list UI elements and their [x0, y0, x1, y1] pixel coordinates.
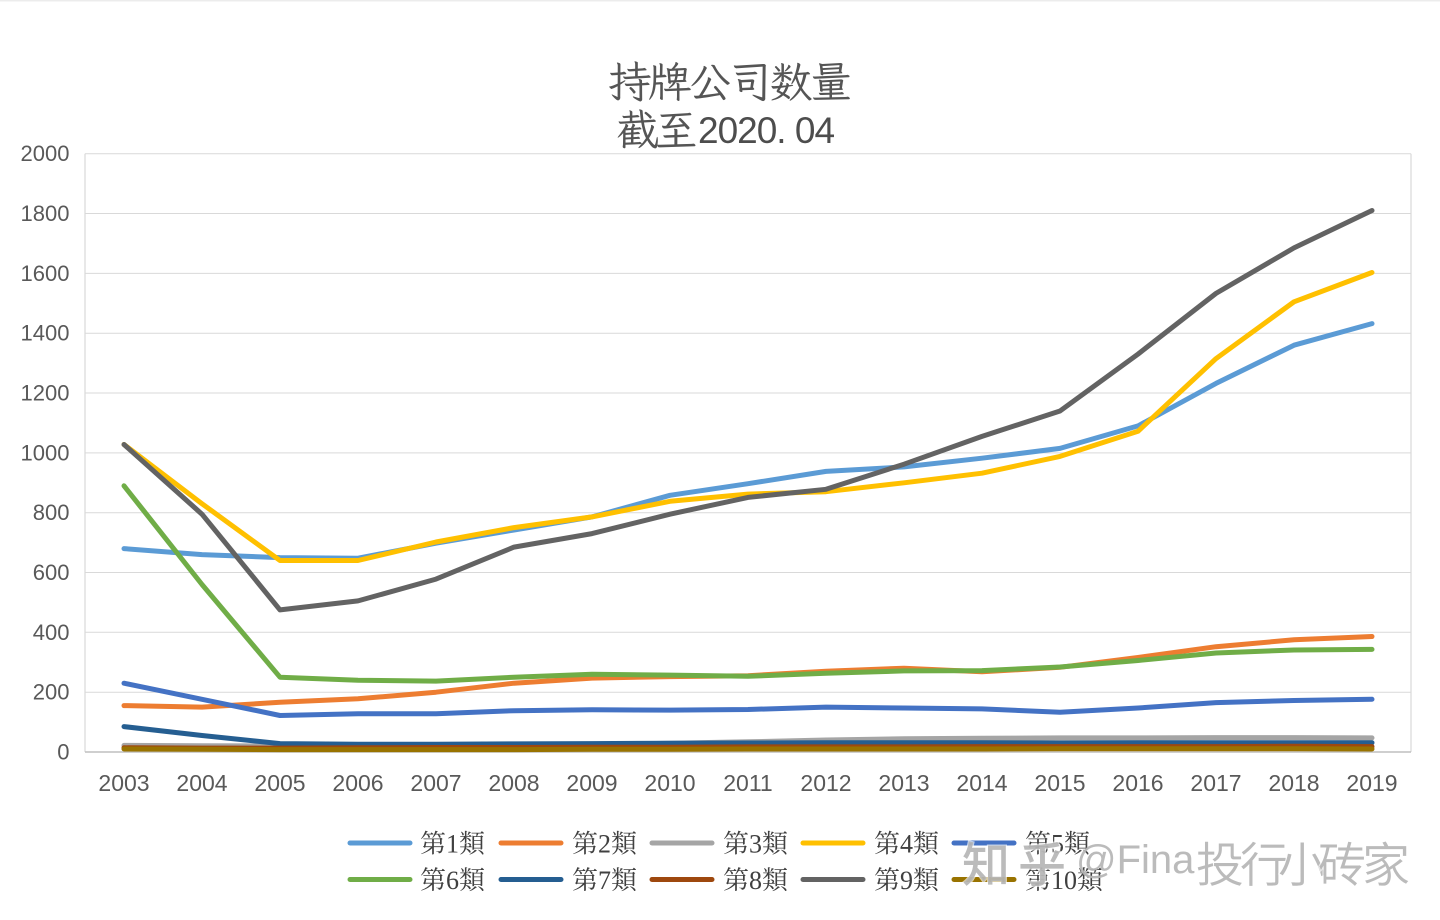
svg-text:2006: 2006: [332, 770, 383, 796]
svg-text:2017: 2017: [1190, 770, 1241, 796]
svg-text:2016: 2016: [1112, 770, 1163, 796]
svg-text:2015: 2015: [1034, 770, 1085, 796]
svg-text:1000: 1000: [21, 440, 70, 465]
svg-text:1: 1: [446, 830, 459, 859]
svg-text:1600: 1600: [21, 261, 70, 286]
svg-text:7: 7: [598, 866, 611, 895]
svg-text:2019: 2019: [1346, 770, 1397, 796]
svg-text:2000: 2000: [21, 141, 70, 166]
svg-text:2: 2: [598, 830, 611, 859]
svg-text:2020. 04: 2020. 04: [698, 110, 834, 151]
svg-text:1200: 1200: [21, 381, 70, 406]
svg-text:4: 4: [900, 830, 913, 859]
svg-text:2010: 2010: [644, 770, 695, 796]
svg-text:2012: 2012: [800, 770, 851, 796]
svg-text:9: 9: [900, 866, 913, 895]
svg-text:600: 600: [33, 560, 70, 585]
svg-text:2003: 2003: [98, 770, 149, 796]
svg-text:0: 0: [57, 740, 69, 765]
svg-text:2014: 2014: [956, 770, 1007, 796]
svg-text:6: 6: [446, 866, 459, 895]
svg-text:2005: 2005: [254, 770, 305, 796]
svg-text:1800: 1800: [21, 201, 70, 226]
svg-text:2011: 2011: [723, 770, 772, 796]
svg-text:3: 3: [749, 830, 762, 859]
svg-text:2013: 2013: [878, 770, 929, 796]
svg-text:2004: 2004: [176, 770, 227, 796]
svg-text:400: 400: [33, 620, 70, 645]
svg-text:800: 800: [33, 500, 70, 525]
svg-text:8: 8: [749, 866, 762, 895]
svg-text:2007: 2007: [410, 770, 461, 796]
svg-text:2009: 2009: [566, 770, 617, 796]
svg-text:10: 10: [1051, 866, 1077, 895]
svg-text:200: 200: [33, 680, 70, 705]
svg-text:@Fina: @Fina: [1076, 838, 1195, 882]
svg-text:2018: 2018: [1268, 770, 1319, 796]
svg-text:1400: 1400: [21, 321, 70, 346]
svg-text:2008: 2008: [488, 770, 539, 796]
